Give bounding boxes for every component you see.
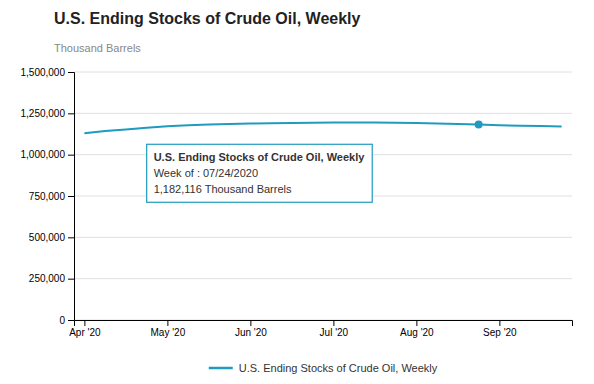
tooltip: U.S. Ending Stocks of Crude Oil, Weekly W… xyxy=(147,144,373,202)
x-tick-label: May '20 xyxy=(151,327,186,338)
y-axis-line xyxy=(68,73,75,321)
y-tick: 1,500,000 xyxy=(21,67,75,78)
grid-line xyxy=(74,237,572,238)
y-axis: 0 250,000 500,000 750,000 1,000,000 1,250,000… xyxy=(21,67,75,326)
legend-item: U.S. Ending Stocks of Crude Oil, Weekly xyxy=(209,362,438,374)
y-tick-mark xyxy=(68,320,74,321)
y-tick-label: 250,000 xyxy=(29,273,66,284)
y-tick-mark xyxy=(68,72,74,73)
x-tick-label: Aug '20 xyxy=(400,327,434,338)
x-tick-label: Jun '20 xyxy=(235,327,267,338)
x-tick-mark xyxy=(333,320,334,326)
grid-line xyxy=(74,278,572,279)
grid-line xyxy=(74,72,572,73)
x-tick: Jul '20 xyxy=(320,320,349,338)
x-tick: Aug '20 xyxy=(400,320,434,338)
y-tick-mark xyxy=(68,237,74,238)
y-tick-mark xyxy=(68,196,74,197)
y-tick: 1,000,000 xyxy=(21,149,75,160)
x-axis-line xyxy=(75,321,573,327)
y-tick-mark xyxy=(68,155,74,156)
y-tick: 750,000 xyxy=(29,191,74,202)
highlight-dot xyxy=(475,121,483,129)
line xyxy=(84,123,561,134)
y-tick-mark xyxy=(68,113,74,114)
y-tick: 250,000 xyxy=(29,273,74,284)
tooltip-text: U.S. Ending Stocks of Crude Oil, Weekly W… xyxy=(154,151,366,195)
y-tick-label: 0 xyxy=(59,315,65,326)
y-label: Thousand Barrels xyxy=(54,42,141,54)
x-tick: Apr '20 xyxy=(69,320,101,338)
x-tick-label: Apr '20 xyxy=(69,327,101,338)
tooltip-line: U.S. Ending Stocks of Crude Oil, Weekly xyxy=(154,151,366,163)
x-tick-mark xyxy=(167,320,168,326)
y-tick-label: 500,000 xyxy=(29,232,66,243)
x-tick: Sep '20 xyxy=(483,320,517,338)
x-tick-mark xyxy=(84,320,85,326)
y-tick-label: 1,000,000 xyxy=(21,149,66,160)
y-tick: 1,250,000 xyxy=(21,108,75,119)
x-tick-label: Jul '20 xyxy=(320,327,349,338)
x-tick-mark xyxy=(416,320,417,326)
x-tick-label: Sep '20 xyxy=(483,327,517,338)
x-tick: Jun '20 xyxy=(235,320,267,338)
y-tick: 0 xyxy=(59,315,74,326)
plot: 0 250,000 500,000 750,000 1,000,000 1,250,000… xyxy=(21,67,573,338)
y-tick-mark xyxy=(68,279,74,280)
chart: U.S. Ending Stocks of Crude Oil, Weekly T… xyxy=(0,0,594,384)
y-tick: 500,000 xyxy=(29,232,74,243)
legend: U.S. Ending Stocks of Crude Oil, Weekly xyxy=(209,362,438,374)
tooltip-box xyxy=(147,144,373,202)
x-axis: Apr '20 May '20 Jun '20 Jul '20 Aug '20 Sep '… xyxy=(69,320,572,338)
grid-line xyxy=(74,113,572,114)
title: U.S. Ending Stocks of Crude Oil, Weekly xyxy=(54,10,361,27)
x-tick: May '20 xyxy=(151,320,186,338)
y-tick-label: 1,500,000 xyxy=(21,67,66,78)
marks xyxy=(84,121,561,134)
x-tick-mark xyxy=(499,320,500,326)
y-tick-label: 750,000 xyxy=(29,191,66,202)
y-tick-label: 1,250,000 xyxy=(21,108,66,119)
tooltip-line: 1,182,116 Thousand Barrels xyxy=(154,183,292,195)
legend-swatch xyxy=(209,367,233,370)
legend-label: U.S. Ending Stocks of Crude Oil, Weekly xyxy=(239,362,438,374)
x-tick-mark xyxy=(250,320,251,326)
grid xyxy=(74,72,572,320)
tooltip-line: Week of : 07/24/2020 xyxy=(154,167,258,179)
